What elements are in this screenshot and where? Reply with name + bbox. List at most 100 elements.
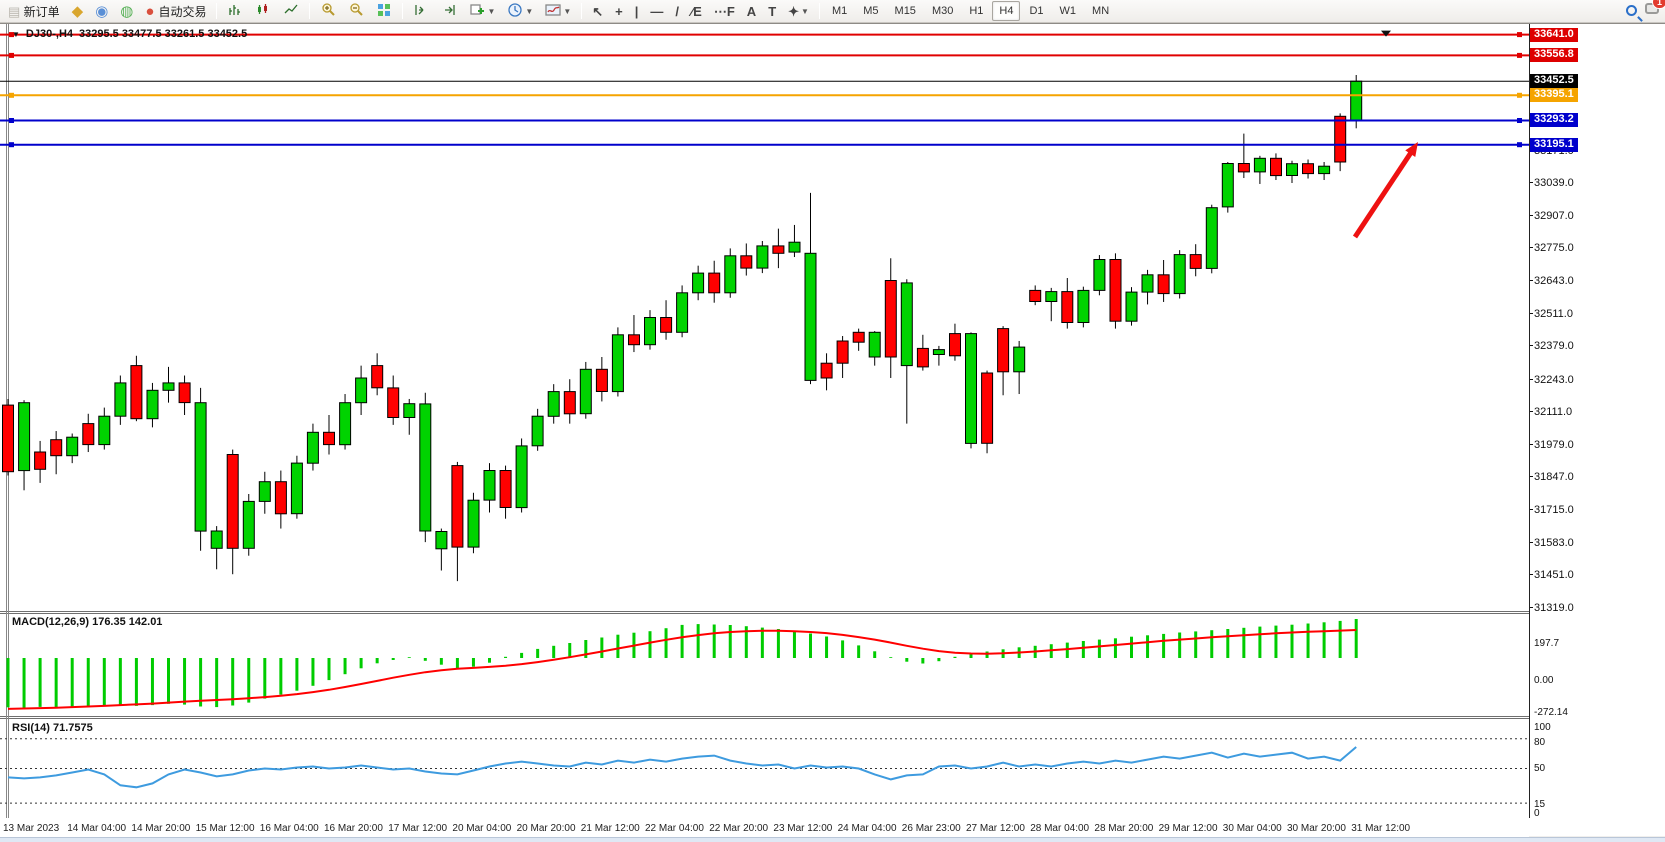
zoom-out-button[interactable] (343, 1, 369, 21)
cursor-tool[interactable]: ↖ (592, 3, 604, 19)
bar-chart-icon (227, 2, 243, 21)
rsi-indicator (0, 738, 1529, 804)
price-tick-label: 32111.0 (1529, 406, 1573, 419)
price-axis[interactable]: 33171.033039.032907.032775.032643.032511… (1529, 24, 1665, 819)
date-label: 27 Mar 12:00 (966, 823, 1025, 834)
date-axis[interactable]: 13 Mar 2023 14 Mar 04:00 14 Mar 20:00 15 Ma… (0, 818, 1529, 837)
price-tick-label: 32643.0 (1530, 274, 1574, 287)
toolbar-separator (216, 3, 218, 19)
shapes-tool[interactable]: ✦ ▼ (788, 3, 809, 19)
chart-panes[interactable]: ▼ DJ30-,H4 33295.5 33477.5 33261.5 33452… (0, 24, 1529, 837)
date-label: 14 Mar 04:00 (67, 823, 127, 834)
date-label: 20 Mar 20:00 (516, 823, 576, 834)
timeframe-m1-button[interactable]: M1 (831, 5, 848, 17)
indicator-tick-label: 100 (1534, 722, 1551, 733)
horizontal-price-lines[interactable] (0, 30, 1529, 148)
periods-menu-button[interactable]: ▼ (502, 1, 538, 21)
chart-window: ▼ DJ30-,H4 33295.5 33477.5 33261.5 33452… (0, 23, 1665, 842)
date-label: 28 Mar 20:00 (1094, 823, 1154, 834)
arrow-annotation[interactable] (1352, 142, 1418, 239)
autotrade-button[interactable]: ● 自动交易 (145, 2, 207, 20)
indicator-tick-label: 80 (1534, 737, 1546, 748)
price-tick-label: 32907.0 (1530, 209, 1574, 222)
date-label: 13 Mar 2023 (3, 823, 60, 834)
zoom-in-button[interactable] (315, 1, 341, 21)
price-line-label: 33556.8 (1530, 48, 1578, 63)
dropdown-arrow-icon[interactable]: ▼ (801, 6, 809, 16)
dropdown-arrow-icon[interactable]: ▼ (563, 6, 572, 16)
timeframe-h4-button[interactable]: H4 (992, 1, 1021, 21)
auto-scroll-button[interactable] (436, 1, 462, 21)
date-label: 30 Mar 20:00 (1287, 823, 1346, 834)
text-tool[interactable]: A (746, 3, 757, 19)
new-chart-button[interactable]: ▼ (464, 1, 500, 21)
toolbar-separator (309, 3, 311, 19)
date-label: 17 Mar 12:00 (388, 823, 448, 834)
rsi-label: RSI(14) 71.7575 (12, 722, 93, 734)
price-tick-label: 31319.0 (1530, 601, 1574, 614)
community-icon[interactable]: ◉ (95, 2, 109, 20)
price-line-label: 33452.5 (1530, 74, 1578, 89)
new-order-button[interactable]: ▤ 新订单 (3, 1, 65, 21)
bar-chart-button[interactable] (222, 1, 248, 21)
toolbar-separator (818, 3, 820, 19)
price-tick-label: 31583.0 (1530, 536, 1574, 549)
indicators-menu-button[interactable]: ▼ (540, 1, 576, 21)
chart-shift-button[interactable] (408, 1, 434, 21)
candlestick-chart-button[interactable] (250, 1, 276, 21)
tile-windows-button[interactable] (371, 1, 397, 21)
text-label-tool[interactable]: T (768, 3, 777, 19)
dropdown-arrow-icon[interactable]: ▼ (487, 6, 496, 16)
candlestick-chart-icon (255, 2, 271, 21)
price-tick-label: 32379.0 (1530, 340, 1574, 353)
indicator-tick-label: -272.14 (1534, 707, 1568, 718)
indicator-tick-label: 50 (1534, 763, 1546, 774)
date-label: 29 Mar 12:00 (1158, 823, 1218, 834)
macd-label: MACD(12,26,9) 176.35 142.01 (12, 616, 163, 628)
date-label: 14 Mar 20:00 (131, 823, 191, 834)
auto-scroll-icon (441, 2, 457, 21)
new-order-label: 新订单 (23, 4, 60, 19)
indicator-tick-label: 197.7 (1534, 638, 1560, 649)
vertical-line-tool[interactable]: | (634, 3, 639, 19)
dropdown-arrow-icon[interactable]: ▼ (525, 6, 534, 16)
price-tick-label: 32243.0 (1530, 373, 1574, 386)
line-chart-button[interactable] (278, 1, 304, 21)
price-tick-label: 31715.0 (1530, 504, 1574, 517)
timeframe-m15-button[interactable]: M15 (894, 5, 916, 17)
collapse-icon[interactable]: ▼ (12, 29, 20, 39)
price-tick-label: 31979.0 (1530, 438, 1574, 451)
date-label: 22 Mar 04:00 (645, 823, 704, 834)
timeframe-d1-button[interactable]: D1 (1029, 5, 1044, 17)
crosshair-tool[interactable]: + (615, 3, 623, 19)
notifications-button[interactable]: 1 (1645, 0, 1665, 19)
market-icon[interactable]: ◆ (71, 2, 84, 20)
date-label: 28 Mar 04:00 (1030, 823, 1090, 834)
trendline-tool[interactable]: / (675, 3, 679, 19)
line-chart-icon (283, 2, 299, 21)
equidistant-channel-tool[interactable]: ⁄E (691, 3, 702, 19)
object-marker-icon (1381, 30, 1391, 37)
price-line-label: 33195.1 (1530, 137, 1578, 152)
date-label: 24 Mar 04:00 (837, 823, 897, 834)
timeframe-m30-button[interactable]: M30 (931, 5, 954, 17)
date-label: 20 Mar 04:00 (452, 823, 512, 834)
main-toolbar: ▤ 新订单 ◆ ◉ ◍ ● 自动交易 ▼ ▼ ▼ ↖ + | — / ⁄E ⋯F A T ✦ ▼ M1 M5 M15 M30 H… (0, 0, 1665, 23)
search-icon[interactable] (1626, 4, 1637, 16)
price-tick-label: 33039.0 (1530, 177, 1574, 190)
date-label: 31 Mar 12:00 (1351, 823, 1411, 834)
price-tick-label: 31847.0 (1530, 471, 1574, 484)
new-chart-icon (469, 2, 485, 21)
tile-windows-icon (376, 2, 392, 21)
chart-canvas[interactable] (0, 24, 1529, 823)
indicator-tick-label: 0.00 (1534, 675, 1554, 686)
timeframe-w1-button[interactable]: W1 (1059, 5, 1077, 17)
timeframe-m5-button[interactable]: M5 (863, 5, 879, 17)
fibonacci-tool[interactable]: ⋯F (713, 3, 735, 19)
date-label: 15 Mar 12:00 (195, 823, 255, 834)
signals-icon[interactable]: ◍ (120, 2, 134, 20)
timeframe-mn-button[interactable]: MN (1092, 5, 1110, 17)
new-order-icon: ▤ (8, 3, 21, 19)
horizontal-line-tool[interactable]: — (650, 3, 664, 19)
timeframe-h1-button[interactable]: H1 (969, 5, 984, 17)
